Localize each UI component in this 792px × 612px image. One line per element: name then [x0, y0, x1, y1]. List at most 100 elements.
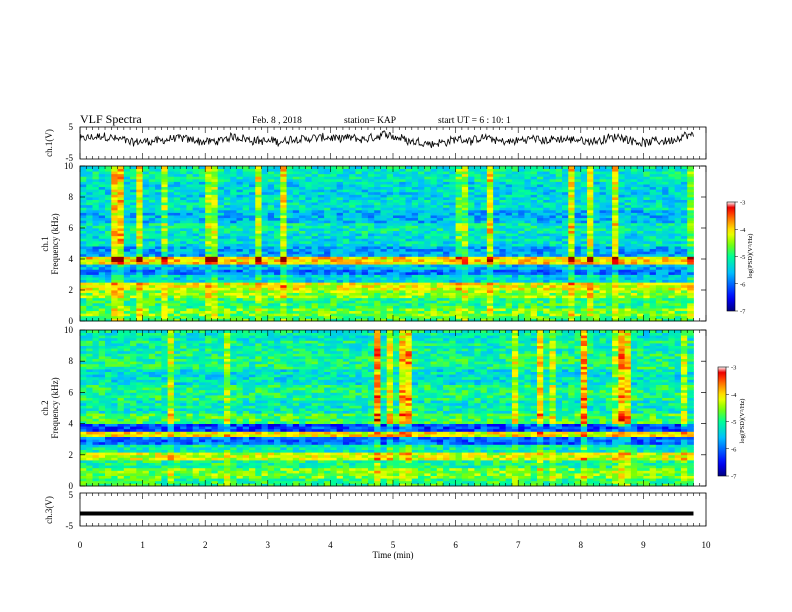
spectrogram-cell	[355, 297, 363, 301]
spectrogram-cell	[430, 189, 438, 193]
spectrogram-cell	[436, 194, 444, 198]
spectrogram-cell	[524, 197, 532, 200]
ch1-ylabel: ch.1(V)	[44, 129, 54, 157]
spectrogram-cell	[443, 181, 450, 185]
spectrogram-cell	[399, 277, 406, 281]
spectrogram-cell	[173, 228, 181, 231]
spectrogram-cell	[355, 217, 363, 221]
spectrogram-cell	[230, 308, 237, 312]
spectrogram-cell	[261, 308, 269, 312]
spectrogram-cell	[574, 240, 582, 244]
spectrogram-cell	[180, 308, 187, 312]
spectrogram-cell	[242, 274, 250, 278]
spectrogram-cell	[530, 277, 538, 281]
spectrogram-cell	[167, 269, 175, 273]
spectrogram-cell	[330, 318, 338, 322]
spectrogram-cell	[405, 202, 413, 206]
spectrogram-cell	[299, 217, 306, 221]
spectrogram-cell	[292, 228, 300, 231]
spectrogram-cell	[123, 176, 131, 180]
spectrogram-cell	[593, 215, 600, 219]
spectrogram-cell	[173, 292, 181, 296]
spectrogram-cell	[443, 215, 450, 219]
spectrogram-cell	[367, 184, 375, 188]
spectrogram-cell	[430, 230, 438, 234]
spectrogram-cell	[480, 274, 488, 278]
spectrogram-cell	[330, 290, 338, 293]
spectrogram-cell	[342, 248, 350, 252]
spectrogram-cell	[568, 225, 575, 229]
spectrogram-cell	[299, 243, 306, 247]
spectrogram-cell	[155, 251, 162, 255]
spectrogram-cell	[223, 168, 231, 172]
spectrogram-cell	[543, 300, 550, 304]
spectrogram-cell	[580, 168, 588, 172]
spectrogram-cell	[311, 256, 319, 260]
spectrogram-cell	[536, 228, 544, 231]
spectrogram-cell	[180, 290, 187, 293]
spectrogram-cell	[411, 166, 419, 169]
spectrogram-cell	[205, 251, 212, 255]
spectrogram-cell	[286, 178, 294, 182]
spectrogram-cell	[86, 181, 93, 185]
spectrogram-cell	[418, 290, 425, 293]
spectrogram-cell	[336, 202, 344, 206]
spectrogram-cell	[98, 212, 106, 216]
spectrogram-cell	[374, 220, 381, 224]
spectrogram-cell	[474, 199, 482, 203]
spectrogram-cell	[336, 186, 344, 190]
spectrogram-cell	[424, 204, 431, 208]
spectrogram-cell	[117, 274, 125, 278]
spectrogram-cell	[436, 274, 444, 278]
spectrogram-cell	[249, 315, 256, 319]
spectrogram-cell	[486, 212, 494, 216]
spectrogram-cell	[543, 253, 550, 257]
spectrogram-cell	[436, 199, 444, 203]
spectrogram-cell	[280, 308, 287, 312]
spectrogram-cell	[574, 277, 582, 281]
spectrogram-cell	[355, 189, 363, 193]
spectrogram-cell	[493, 274, 500, 278]
spectrogram-cell	[574, 199, 582, 203]
spectrogram-cell	[405, 264, 413, 268]
spectrogram-cell	[167, 197, 175, 200]
spectrogram-cell	[480, 230, 488, 234]
spectrogram-cell	[111, 259, 118, 262]
spectrogram-cell	[330, 251, 338, 255]
spectrogram-cell	[236, 197, 244, 200]
spectrogram-cell	[574, 225, 582, 229]
spectrogram-cell	[499, 251, 507, 255]
spectrogram-cell	[148, 235, 156, 239]
spectrogram-cell	[336, 220, 344, 224]
spectrogram-cell	[380, 253, 388, 257]
spectrogram-cell	[324, 269, 331, 273]
spectrogram-cell	[180, 248, 187, 252]
spectrogram-cell	[311, 248, 319, 252]
spectrogram-cell	[311, 287, 319, 291]
spectrogram-cell	[236, 246, 244, 250]
spectrogram-cell	[192, 191, 200, 195]
spectrogram-cell	[274, 166, 281, 169]
spectrogram-cell	[543, 230, 550, 234]
spectrogram-cell	[211, 230, 219, 234]
spectrogram-cell	[511, 233, 519, 237]
spectrogram-cell	[568, 282, 575, 286]
spectrogram-cell	[386, 295, 394, 299]
spectrogram-cell	[480, 318, 488, 322]
spectrogram-cell	[267, 313, 275, 317]
spectrogram-cell	[543, 251, 550, 255]
spectrogram-cell	[455, 315, 463, 319]
spectrogram-cell	[198, 295, 206, 299]
spectrogram-cell	[336, 318, 344, 322]
spectrogram-cell	[211, 302, 219, 306]
spectrogram-cell	[292, 209, 300, 213]
spectrogram-cell	[286, 292, 294, 296]
spectrogram-cell	[86, 189, 93, 193]
spectrogram-cell	[305, 209, 313, 213]
spectrogram-cell	[574, 302, 582, 306]
spectrogram-cell	[136, 235, 143, 239]
spectrogram-cell	[167, 284, 175, 288]
spectrogram-cell	[261, 217, 269, 221]
spectrogram-cell	[205, 230, 212, 234]
spectrogram-cell	[568, 305, 575, 309]
